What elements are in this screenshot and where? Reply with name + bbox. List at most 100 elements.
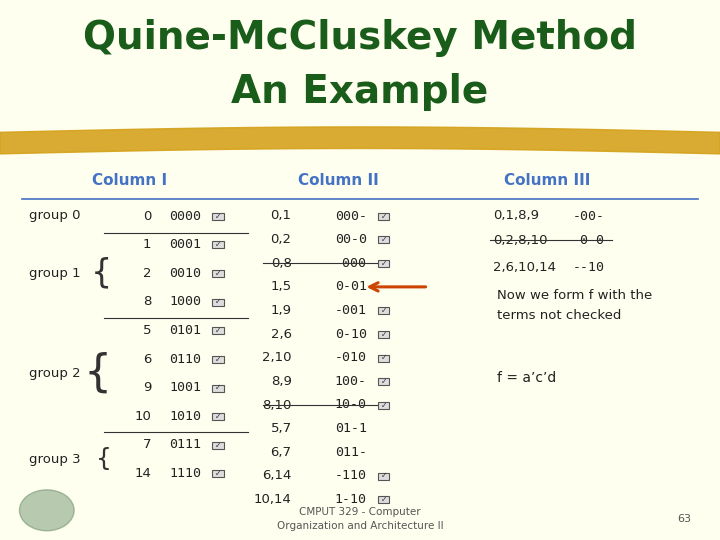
Text: 8: 8	[143, 295, 151, 308]
FancyBboxPatch shape	[378, 355, 390, 362]
Text: 63: 63	[677, 515, 691, 524]
Text: ✓: ✓	[380, 471, 387, 481]
Text: Column III: Column III	[504, 173, 590, 188]
Text: ✓: ✓	[380, 401, 387, 409]
Text: 1-10: 1-10	[335, 493, 366, 506]
FancyBboxPatch shape	[212, 241, 224, 248]
Text: -010: -010	[335, 351, 366, 364]
Text: 1,9: 1,9	[271, 304, 292, 317]
Text: ✓: ✓	[215, 212, 221, 220]
Text: 0111: 0111	[169, 438, 201, 451]
Text: -001: -001	[335, 304, 366, 317]
Text: Quine-McCluskey Method: Quine-McCluskey Method	[83, 19, 637, 57]
Text: ✓: ✓	[380, 329, 387, 339]
FancyBboxPatch shape	[378, 472, 390, 480]
Text: 2,10: 2,10	[262, 351, 292, 364]
Text: Now we form f with the
terms not checked: Now we form f with the terms not checked	[497, 288, 652, 322]
Text: ✓: ✓	[215, 269, 221, 278]
FancyBboxPatch shape	[212, 356, 224, 363]
Text: ✓: ✓	[380, 212, 387, 220]
Text: ✓: ✓	[380, 377, 387, 386]
Text: 1,5: 1,5	[271, 280, 292, 293]
Text: 0,1: 0,1	[271, 210, 292, 222]
Text: 0,8: 0,8	[271, 256, 292, 270]
Text: 0110: 0110	[169, 353, 201, 366]
Text: 011-: 011-	[335, 446, 366, 459]
Text: 0: 0	[143, 210, 151, 222]
Text: ✓: ✓	[215, 298, 221, 306]
Text: 2: 2	[143, 267, 151, 280]
Text: group 2: group 2	[29, 367, 81, 380]
Text: 100-: 100-	[335, 375, 366, 388]
Text: 1000: 1000	[169, 295, 201, 308]
FancyBboxPatch shape	[212, 270, 224, 277]
Text: ✓: ✓	[380, 235, 387, 244]
FancyBboxPatch shape	[378, 331, 390, 338]
FancyBboxPatch shape	[212, 299, 224, 306]
Text: 9: 9	[143, 381, 151, 394]
Text: ✓: ✓	[380, 259, 387, 268]
Text: ✓: ✓	[215, 412, 221, 421]
Text: 01-1: 01-1	[335, 422, 366, 435]
Text: 0,1,8,9: 0,1,8,9	[493, 210, 539, 222]
Text: group 3: group 3	[29, 453, 81, 466]
Text: 5,7: 5,7	[271, 422, 292, 435]
FancyBboxPatch shape	[378, 213, 390, 220]
Text: 1010: 1010	[169, 410, 201, 423]
Text: 2,6,10,14: 2,6,10,14	[493, 261, 557, 274]
FancyBboxPatch shape	[212, 442, 224, 449]
Text: -110: -110	[335, 469, 366, 482]
FancyBboxPatch shape	[378, 378, 390, 385]
Text: 1: 1	[143, 238, 151, 251]
Text: 0001: 0001	[169, 238, 201, 251]
Text: ✓: ✓	[215, 355, 221, 363]
Text: An Example: An Example	[231, 73, 489, 111]
Text: 14: 14	[135, 467, 151, 480]
Text: 0000: 0000	[169, 210, 201, 222]
Text: 10: 10	[135, 410, 151, 423]
Text: 8,9: 8,9	[271, 375, 292, 388]
Text: 10,14: 10,14	[253, 493, 292, 506]
Text: f = a’c’d: f = a’c’d	[497, 371, 556, 385]
Text: {: {	[96, 447, 112, 471]
Text: 0-01: 0-01	[335, 280, 366, 293]
Text: 0,2: 0,2	[271, 233, 292, 246]
FancyBboxPatch shape	[212, 213, 224, 220]
Text: group 1: group 1	[29, 267, 81, 280]
Text: ✓: ✓	[215, 240, 221, 249]
FancyBboxPatch shape	[212, 327, 224, 334]
Text: --10: --10	[572, 261, 604, 274]
FancyBboxPatch shape	[212, 470, 224, 477]
Text: 1110: 1110	[169, 467, 201, 480]
Text: CMPUT 329 - Computer
Organization and Architecture II: CMPUT 329 - Computer Organization and Ar…	[276, 508, 444, 531]
Text: 0010: 0010	[169, 267, 201, 280]
Text: -000: -000	[335, 256, 366, 270]
Text: 6,14: 6,14	[262, 469, 292, 482]
Text: 5: 5	[143, 324, 151, 337]
FancyBboxPatch shape	[212, 384, 224, 391]
Text: group 0: group 0	[29, 210, 81, 222]
Text: ✓: ✓	[215, 469, 221, 478]
Text: 0,2,8,10: 0,2,8,10	[493, 234, 548, 247]
Text: ✓: ✓	[380, 353, 387, 362]
Text: ✓: ✓	[215, 326, 221, 335]
Text: 2,6: 2,6	[271, 328, 292, 341]
Text: 8,10: 8,10	[262, 399, 292, 411]
FancyBboxPatch shape	[378, 402, 390, 409]
Text: Column II: Column II	[298, 173, 379, 188]
Text: ✓: ✓	[215, 383, 221, 392]
Text: ✓: ✓	[380, 306, 387, 315]
Text: ✓: ✓	[380, 495, 387, 504]
FancyBboxPatch shape	[378, 307, 390, 314]
Text: ✓: ✓	[215, 441, 221, 449]
Text: 0-10: 0-10	[335, 328, 366, 341]
Text: 6,7: 6,7	[271, 446, 292, 459]
Text: 00-0: 00-0	[335, 233, 366, 246]
FancyBboxPatch shape	[378, 237, 390, 244]
Circle shape	[19, 490, 74, 531]
Text: {: {	[90, 256, 112, 290]
Text: {: {	[84, 352, 112, 395]
FancyBboxPatch shape	[212, 413, 224, 420]
FancyBboxPatch shape	[378, 260, 390, 267]
Text: 0101: 0101	[169, 324, 201, 337]
